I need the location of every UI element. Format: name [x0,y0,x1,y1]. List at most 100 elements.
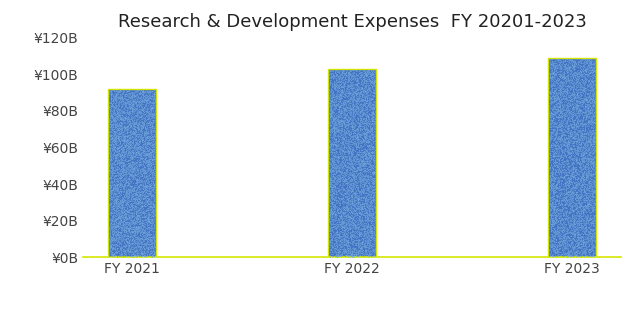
Point [555,218,565,223]
Point [146,110,156,115]
Point [561,121,571,126]
Point [345,172,355,177]
Point [589,98,599,103]
Point [353,80,363,85]
Point [364,203,374,208]
Point [588,151,598,156]
Point [573,241,583,246]
Point [552,130,563,135]
Point [122,180,132,185]
Point [367,244,378,249]
Point [127,164,137,169]
Point [341,181,351,186]
Point [147,236,157,241]
Point [111,110,122,115]
Point [545,91,556,96]
Point [333,122,344,127]
Point [548,77,558,82]
Point [348,141,358,146]
Point [572,61,582,66]
Point [545,194,555,199]
Point [341,178,351,183]
Point [557,216,567,221]
Point [118,223,128,228]
Point [129,165,140,170]
Point [343,121,353,126]
Point [547,253,557,258]
Point [346,189,356,194]
Point [577,247,587,252]
Point [106,234,116,239]
Point [341,116,351,121]
Point [568,235,578,240]
Point [558,221,568,226]
Point [575,65,585,70]
Point [346,247,356,252]
Point [116,170,127,175]
Point [326,235,337,240]
Point [351,152,362,157]
Point [109,111,120,116]
Point [331,84,341,89]
Point [576,156,586,161]
Point [365,151,376,156]
Point [131,172,141,177]
Point [114,191,124,196]
Point [559,220,569,225]
Point [140,104,150,109]
Point [140,179,150,184]
Point [137,203,147,208]
Point [555,78,565,84]
Point [343,129,353,134]
Point [340,236,350,241]
Point [333,74,343,79]
Point [574,107,584,112]
Point [125,105,136,110]
Point [106,219,116,224]
Point [365,239,375,244]
Point [367,207,378,212]
Point [351,208,361,213]
Point [581,98,591,103]
Point [336,215,346,220]
Point [122,139,132,144]
Point [564,250,575,255]
Point [360,159,370,164]
Point [353,199,363,204]
Point [547,71,557,76]
Point [586,136,596,141]
Point [545,212,556,217]
Point [140,181,150,186]
Point [111,146,121,151]
Point [579,185,589,190]
Point [334,175,344,180]
Point [129,250,140,255]
Point [564,84,575,89]
Point [111,106,122,111]
Point [349,84,359,89]
Point [113,127,124,132]
Point [327,209,337,214]
Point [124,101,134,106]
Point [142,176,152,181]
Point [340,109,350,114]
Point [139,197,149,202]
Point [548,187,558,192]
Point [342,123,352,128]
Point [366,236,376,241]
Point [356,245,366,250]
Point [365,200,375,205]
Point [564,244,575,249]
Point [129,204,140,209]
Point [116,104,126,109]
Point [123,144,133,149]
Point [573,126,583,131]
Point [143,122,153,127]
Point [106,113,116,118]
Point [582,101,592,106]
Point [581,95,591,100]
Point [545,117,556,122]
Point [132,179,143,184]
Point [140,110,150,115]
Point [127,90,138,95]
